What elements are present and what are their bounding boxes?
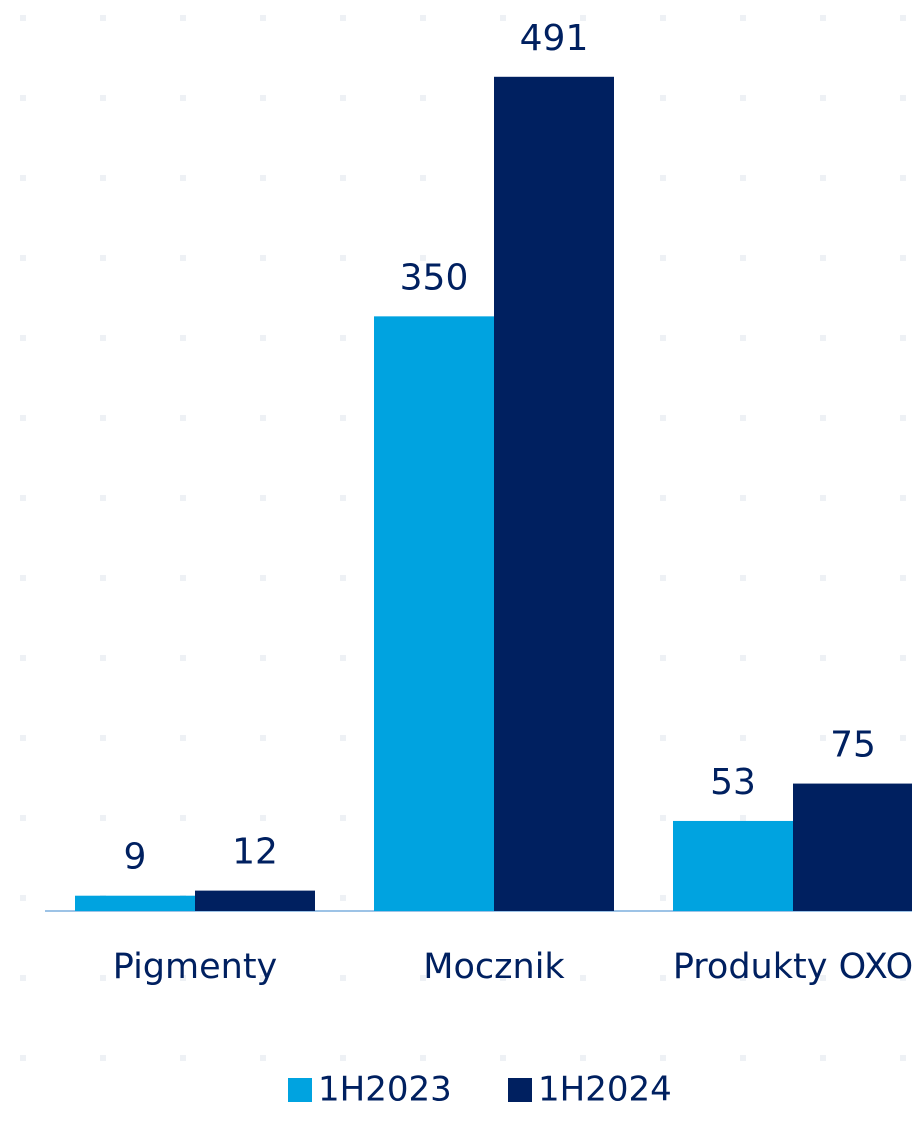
x-tick-label: Mocznik	[423, 947, 565, 987]
data-label: 491	[520, 18, 589, 59]
bar	[374, 316, 494, 912]
data-label: 75	[830, 725, 876, 766]
data-label: 9	[124, 837, 147, 878]
legend-swatch	[508, 1078, 532, 1102]
legend-swatch	[288, 1078, 312, 1102]
bar	[673, 820, 793, 911]
bar	[195, 890, 315, 911]
data-label: 350	[400, 257, 469, 298]
legend-label: 1H2023	[318, 1070, 452, 1110]
x-tick-label: Pigmenty	[113, 947, 278, 987]
data-label: 12	[232, 832, 278, 873]
legend-label: 1H2024	[538, 1070, 672, 1110]
x-tick-label: Produkty OXO	[673, 947, 912, 987]
bar	[75, 895, 195, 911]
data-label: 53	[710, 762, 756, 803]
bar	[793, 783, 912, 911]
bar	[494, 76, 614, 911]
